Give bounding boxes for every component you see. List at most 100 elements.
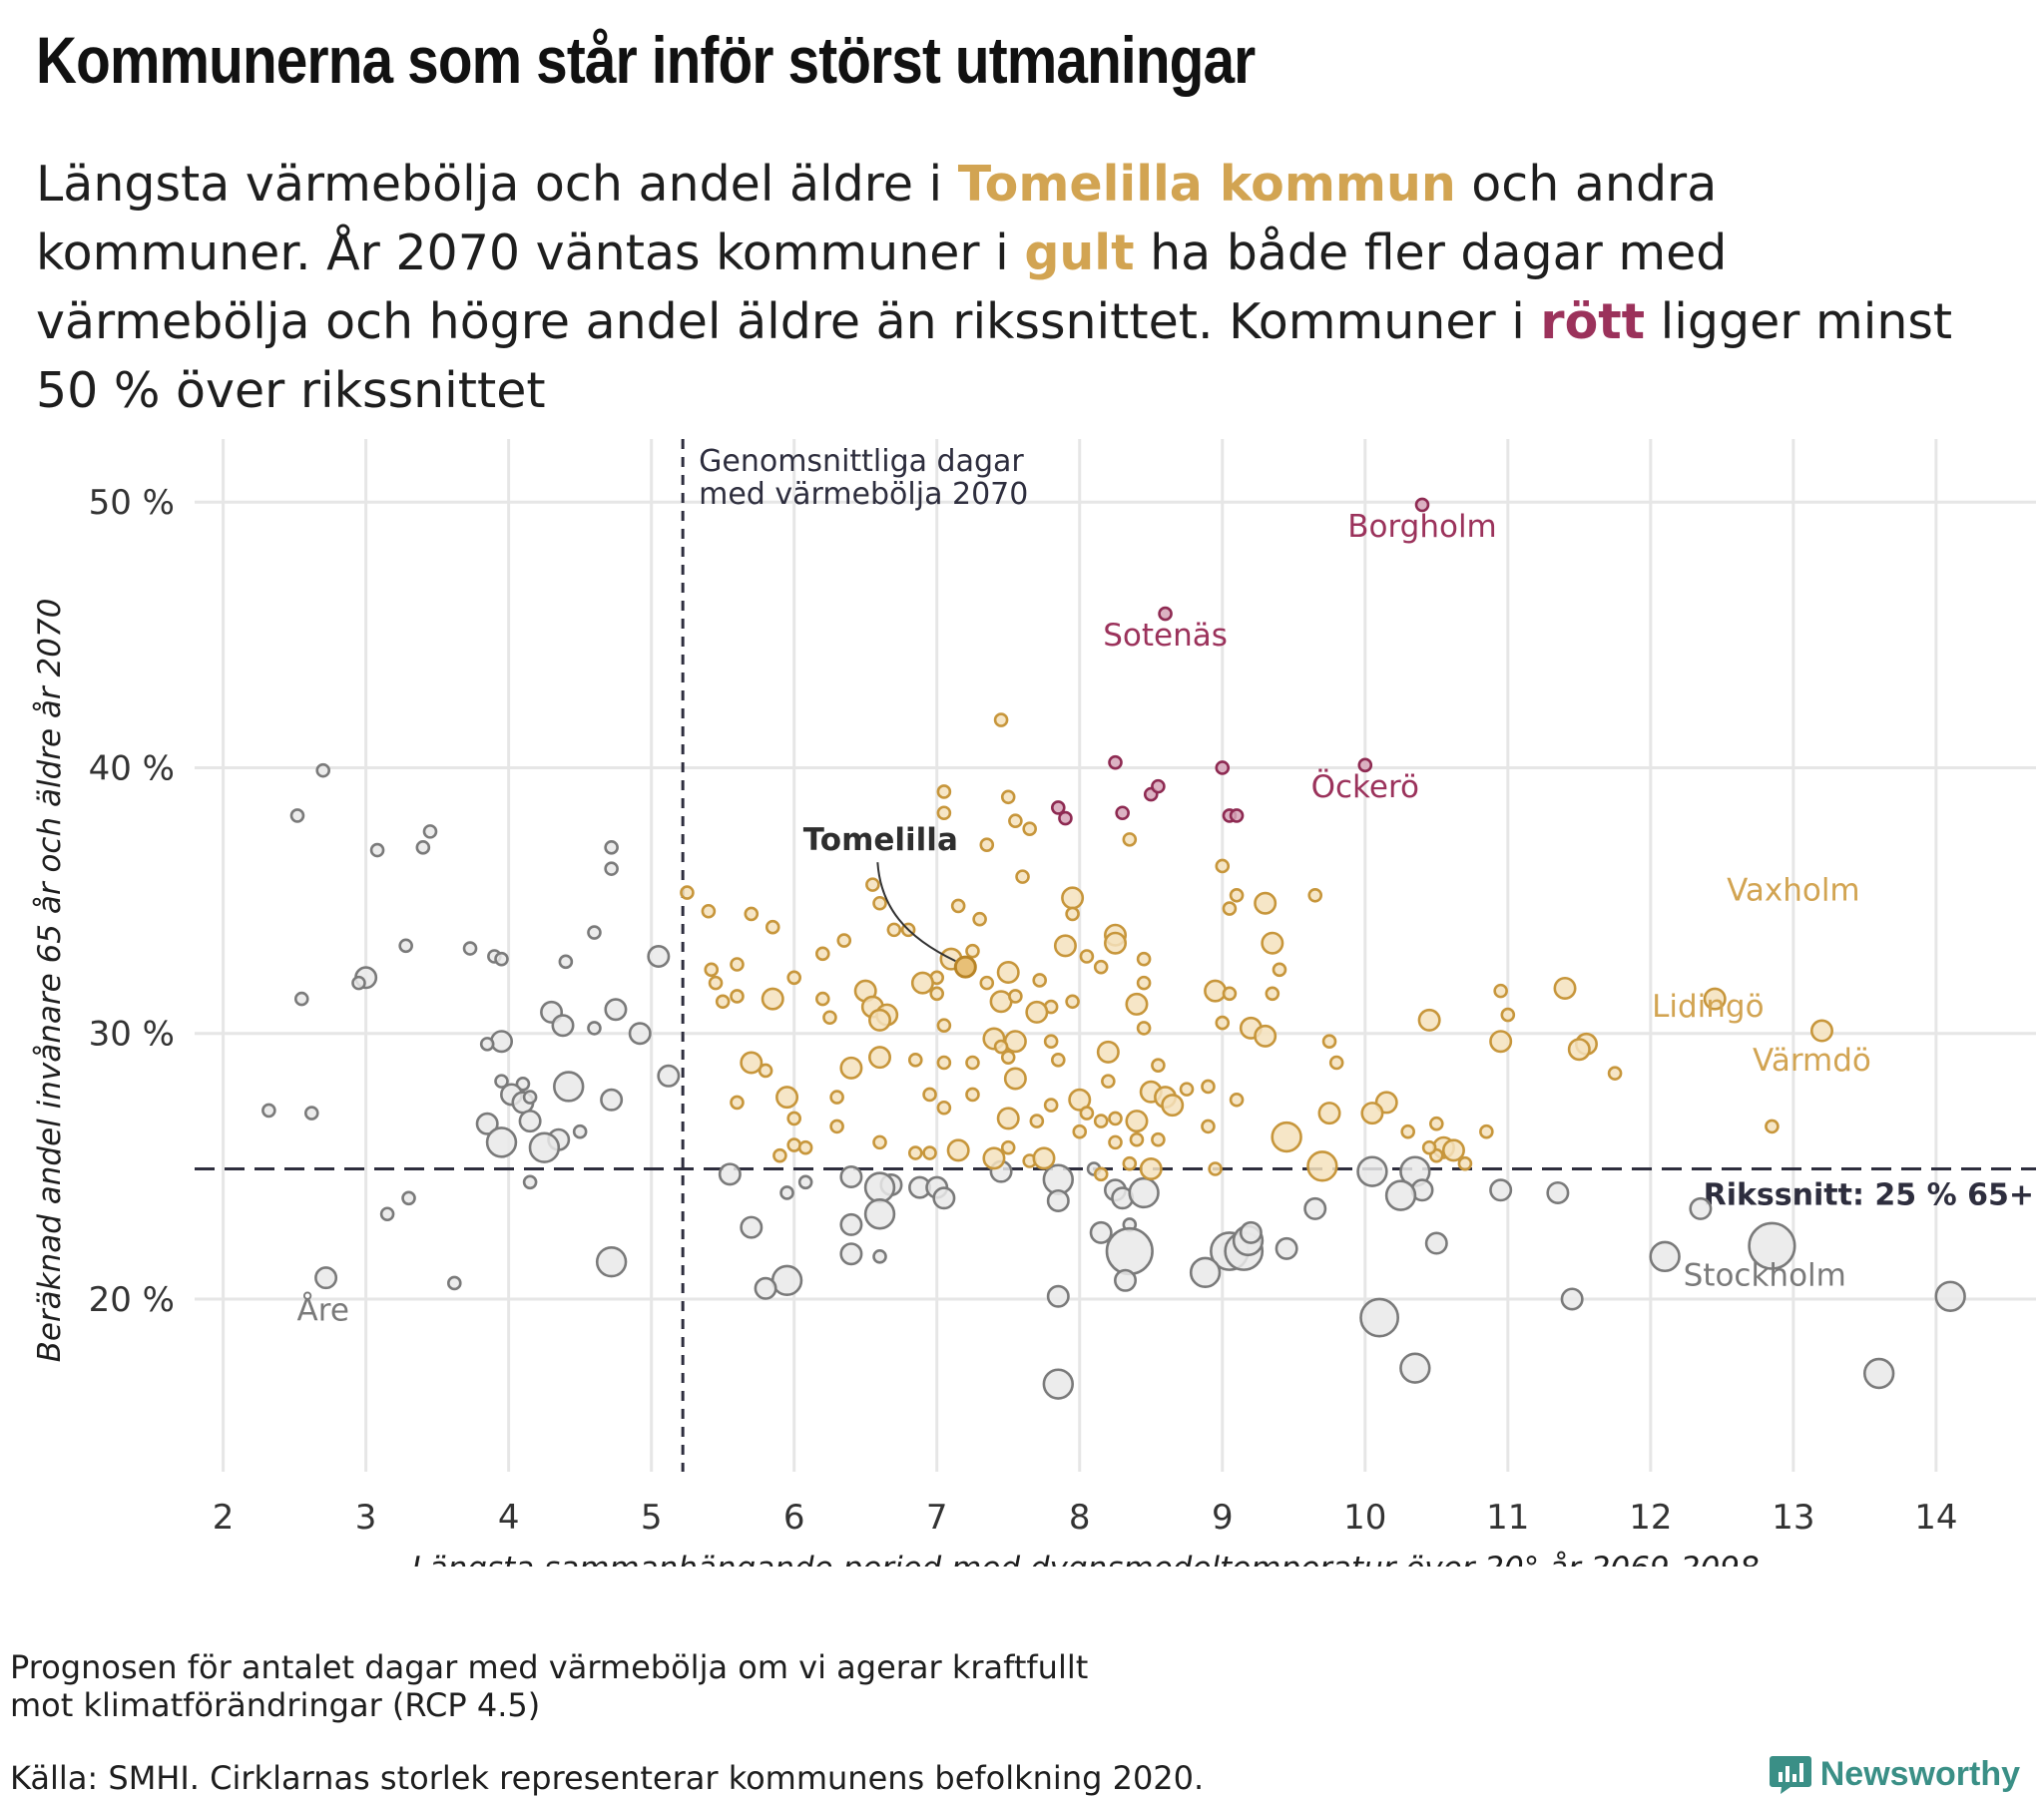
data-point-gold xyxy=(701,903,717,919)
data-point-gold xyxy=(1025,1000,1049,1024)
data-point-gold xyxy=(708,975,724,991)
data-point-grey xyxy=(528,1131,561,1163)
data-point-gold xyxy=(936,805,952,821)
data-point-grey xyxy=(479,1037,495,1052)
data-point-grey xyxy=(1384,1179,1417,1211)
horizontal-reference-label: Rikssnitt: 25 % 65+ xyxy=(1704,1177,2034,1212)
data-point-gold xyxy=(765,919,780,935)
data-point-grey xyxy=(314,1266,338,1290)
data-point-grey xyxy=(839,1164,863,1188)
data-point-grey xyxy=(1046,1284,1070,1308)
data-point-gold xyxy=(1317,1102,1341,1125)
data-point-gold xyxy=(868,1046,892,1070)
data-point-gold xyxy=(872,895,887,911)
data-point-grey xyxy=(587,1021,602,1036)
data-point-gold xyxy=(1065,906,1080,922)
point-label: Sotenäs xyxy=(1103,618,1228,654)
data-point-gold xyxy=(680,885,695,900)
data-point-gold xyxy=(730,957,745,972)
data-point-gold xyxy=(989,990,1013,1014)
data-point-gold xyxy=(982,1146,1006,1170)
data-point-gold xyxy=(1139,1156,1163,1180)
data-point-gold xyxy=(730,989,745,1004)
data-point-gold xyxy=(1222,901,1238,916)
data-point-gold xyxy=(1161,1094,1185,1118)
x-tick-label: 6 xyxy=(783,1498,805,1538)
data-point-gold xyxy=(1417,1008,1441,1032)
data-point-grey xyxy=(422,824,438,839)
data-point-grey xyxy=(303,1106,319,1121)
data-point-gold xyxy=(1108,1111,1123,1126)
subtitle-highlight-tomelilla: Tomelilla kommun xyxy=(957,156,1456,213)
data-point-gold xyxy=(744,906,760,922)
point-label: Vaxholm xyxy=(1727,873,1860,909)
data-point-grey xyxy=(628,1022,652,1046)
data-point-gold xyxy=(872,1134,887,1150)
data-point-gold xyxy=(740,1051,764,1075)
y-axis-title: Beräknad andel invånare 65 år och äldre … xyxy=(32,599,68,1363)
data-point-grey xyxy=(754,1276,777,1300)
data-point-gold xyxy=(1050,1053,1066,1068)
data-point-gold xyxy=(1079,1106,1095,1121)
data-point-gold xyxy=(1093,1114,1109,1128)
data-point-grey xyxy=(401,1190,416,1206)
subtitle-text-1: Längsta värmebölja och andel äldre i xyxy=(36,156,958,213)
data-point-grey xyxy=(398,938,413,954)
data-point-gold xyxy=(1151,1131,1166,1147)
data-point-gold xyxy=(1000,1139,1016,1155)
data-point-red xyxy=(1050,800,1066,815)
vertical-reference-label: Genomsnittliga dagar xyxy=(699,444,1024,479)
data-point-grey xyxy=(475,1112,499,1135)
data-point-grey xyxy=(289,808,305,823)
data-point-gold xyxy=(758,1063,773,1079)
data-point-gold xyxy=(865,877,880,892)
subtitle-text-2: och andra kommuner. År 2070 väntas kommu… xyxy=(36,156,1718,281)
data-point-grey xyxy=(518,1110,542,1133)
data-point-grey xyxy=(1649,1240,1681,1273)
data-point-gold xyxy=(1479,1123,1494,1139)
data-point-gold xyxy=(1079,949,1095,964)
data-point-grey xyxy=(604,998,628,1022)
data-point-grey xyxy=(932,1186,956,1210)
data-point-gold xyxy=(1032,1146,1056,1170)
data-point-gold xyxy=(704,962,720,978)
data-point-red xyxy=(1158,606,1173,622)
data-point-gold xyxy=(993,712,1009,727)
data-point-gold xyxy=(1093,1166,1109,1182)
x-tick-label: 4 xyxy=(498,1498,520,1538)
data-point-gold xyxy=(1328,1055,1344,1071)
data-point-gold xyxy=(1151,1058,1166,1073)
data-point-gold xyxy=(815,946,830,962)
data-point-gold xyxy=(829,1119,844,1134)
data-point-gold xyxy=(936,1018,952,1034)
data-point-gold xyxy=(1567,1038,1591,1062)
data-point-gold xyxy=(929,986,945,1002)
point-labels: Borgholm Sotenäs Öckerö Vaxholm Lidingö Värmd… xyxy=(297,509,1871,1328)
data-point-gold xyxy=(1254,1024,1278,1048)
data-point-gold xyxy=(1400,1123,1415,1139)
data-point-gold xyxy=(1254,891,1278,915)
data-point-gold xyxy=(1321,1034,1337,1050)
data-point-grey xyxy=(770,1264,803,1297)
data-point-grey xyxy=(379,1206,395,1222)
data-points xyxy=(261,497,1966,1400)
data-point-gold xyxy=(1000,1050,1016,1065)
data-point-grey xyxy=(293,991,309,1007)
data-point-gold xyxy=(1215,858,1231,874)
data-point-gold xyxy=(1068,1088,1092,1112)
data-point-grey xyxy=(1114,1268,1138,1292)
data-point-grey xyxy=(369,842,385,858)
data-point-gold xyxy=(1108,1134,1123,1150)
x-tick-label: 9 xyxy=(1212,1498,1234,1538)
data-point-gold xyxy=(1201,1079,1216,1095)
data-point-gold xyxy=(786,1137,801,1152)
data-point-grey xyxy=(462,941,478,956)
data-point-gold xyxy=(1457,1155,1473,1171)
data-point-gold xyxy=(1765,1119,1780,1134)
x-tick-label: 2 xyxy=(213,1498,235,1538)
x-tick-label: 12 xyxy=(1629,1498,1672,1538)
data-point-gold xyxy=(1032,973,1047,988)
data-point-gold xyxy=(936,784,952,799)
point-label: Lidingö xyxy=(1652,989,1764,1025)
data-point-gold xyxy=(1607,1066,1623,1081)
